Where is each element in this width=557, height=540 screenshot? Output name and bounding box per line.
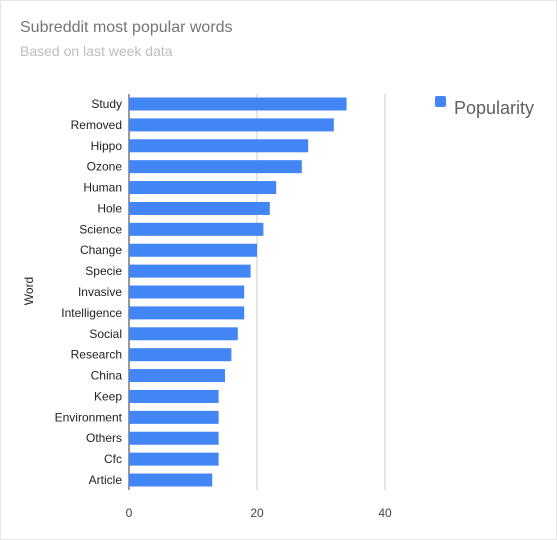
bar[interactable] bbox=[129, 474, 212, 487]
y-axis-title: Word bbox=[22, 277, 36, 305]
category-label: Specie bbox=[85, 264, 122, 278]
bar[interactable] bbox=[129, 244, 257, 257]
bar[interactable] bbox=[129, 160, 302, 173]
legend-swatch bbox=[435, 96, 446, 107]
bar[interactable] bbox=[129, 453, 219, 466]
bar[interactable] bbox=[129, 98, 347, 111]
category-label: Invasive bbox=[78, 285, 122, 299]
bar[interactable] bbox=[129, 306, 244, 319]
category-labels: Study Removed Hippo Ozone Human Hole Science Ch… bbox=[55, 97, 123, 487]
bar[interactable] bbox=[129, 327, 238, 340]
x-tick-label: 40 bbox=[378, 506, 392, 520]
category-label: Hippo bbox=[91, 139, 123, 153]
category-label: Article bbox=[89, 473, 123, 487]
bar[interactable] bbox=[129, 286, 244, 299]
category-label: Others bbox=[86, 431, 122, 445]
bar[interactable] bbox=[129, 390, 219, 403]
bar[interactable] bbox=[129, 432, 219, 445]
category-label: Removed bbox=[71, 118, 122, 132]
category-label: Science bbox=[79, 222, 122, 236]
x-tick-label: 0 bbox=[126, 506, 133, 520]
category-label: Change bbox=[80, 243, 122, 257]
legend[interactable]: Popularity bbox=[435, 96, 534, 118]
bar[interactable] bbox=[129, 139, 308, 152]
bar[interactable] bbox=[129, 181, 276, 194]
legend-label: Popularity bbox=[454, 98, 534, 118]
category-label: Intelligence bbox=[61, 306, 122, 320]
bar[interactable] bbox=[129, 369, 225, 382]
category-label: Social bbox=[89, 327, 122, 341]
category-label: Environment bbox=[55, 410, 123, 424]
category-label: Hole bbox=[97, 201, 122, 215]
x-tick-label: 20 bbox=[250, 506, 264, 520]
bars bbox=[129, 98, 347, 487]
bar[interactable] bbox=[129, 118, 334, 131]
x-tick-labels: 0 20 40 bbox=[126, 506, 392, 520]
bar[interactable] bbox=[129, 202, 270, 215]
category-label: Keep bbox=[94, 389, 122, 403]
category-label: Study bbox=[91, 97, 122, 111]
bar[interactable] bbox=[129, 223, 263, 236]
bar[interactable] bbox=[129, 411, 219, 424]
bar[interactable] bbox=[129, 265, 251, 278]
category-label: Ozone bbox=[87, 160, 123, 174]
category-label: China bbox=[91, 369, 123, 383]
category-label: Cfc bbox=[104, 452, 122, 466]
category-label: Research bbox=[71, 348, 122, 362]
category-label: Human bbox=[83, 181, 122, 195]
bar[interactable] bbox=[129, 348, 231, 361]
